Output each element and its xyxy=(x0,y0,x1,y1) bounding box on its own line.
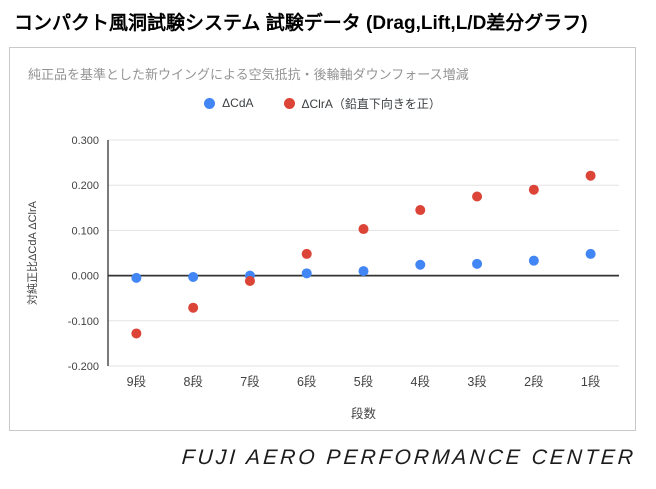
y-tick-label: 0.100 xyxy=(71,225,99,237)
legend-dot-red-icon xyxy=(283,97,295,109)
x-tick-label: 2段 xyxy=(524,374,543,389)
x-tick-label: 3段 xyxy=(467,374,486,389)
data-point-clra xyxy=(244,275,255,286)
x-tick-label: 1段 xyxy=(581,374,600,389)
x-tick-label: 6段 xyxy=(297,374,316,389)
x-tick-label: 7段 xyxy=(240,374,259,389)
data-point-cda xyxy=(131,272,142,283)
y-tick-label: 0.200 xyxy=(71,180,99,192)
footer-brand: FUJI AERO PERFORMANCE CENTER xyxy=(180,445,637,469)
legend-item-clra: ΔClrA（鉛直下向きを正） xyxy=(283,95,441,112)
data-point-cda xyxy=(301,268,312,279)
y-tick-label: -0.100 xyxy=(68,315,99,327)
y-tick-label: 0.000 xyxy=(71,270,99,282)
data-point-clra xyxy=(131,328,142,339)
data-point-cda xyxy=(415,259,426,270)
chart-card: 純正品を基準とした新ウイングによる空気抵抗・後輪軸ダウンフォース増減 ΔCdA … xyxy=(9,46,636,431)
data-point-clra xyxy=(358,223,369,234)
data-point-clra xyxy=(585,170,596,181)
data-point-cda xyxy=(528,255,539,266)
data-point-clra xyxy=(472,191,483,202)
data-point-clra xyxy=(301,248,312,259)
page-title: コンパクト風洞試験システム 試験データ (Drag,Lift,L/D差分グラフ) xyxy=(14,13,588,34)
chart-legend: ΔCdA ΔClrA（鉛直下向きを正） xyxy=(10,95,635,112)
data-point-clra xyxy=(528,184,539,195)
y-tick-label: 0.300 xyxy=(71,135,99,147)
y-tick-label: -0.200 xyxy=(68,361,99,373)
legend-label-cda: ΔCdA xyxy=(222,96,254,111)
data-point-clra xyxy=(415,204,426,215)
y-axis-title: 対純正比ΔCdA ΔClrA xyxy=(25,200,39,305)
data-point-cda xyxy=(585,248,596,259)
plot-svg: -0.200 -0.100 0.000 0.100 0.200 0.300 9段 8段 7段 6段… xyxy=(25,135,619,421)
data-point-cda xyxy=(472,258,483,269)
x-tick-label: 4段 xyxy=(411,374,430,389)
x-tick-label: 9段 xyxy=(127,374,146,389)
chart-subtitle: 純正品を基準とした新ウイングによる空気抵抗・後輪軸ダウンフォース増減 xyxy=(28,66,469,82)
data-point-cda xyxy=(188,271,199,282)
data-point-clra xyxy=(188,302,199,313)
x-tick-label: 8段 xyxy=(183,374,202,389)
x-axis-title: 段数 xyxy=(351,406,377,421)
legend-item-cda: ΔCdA xyxy=(204,96,254,111)
legend-label-clra: ΔClrA（鉛直下向きを正） xyxy=(301,96,441,111)
x-tick-label: 5段 xyxy=(354,374,373,389)
data-point-cda xyxy=(358,265,369,276)
legend-dot-blue-icon xyxy=(204,97,216,109)
